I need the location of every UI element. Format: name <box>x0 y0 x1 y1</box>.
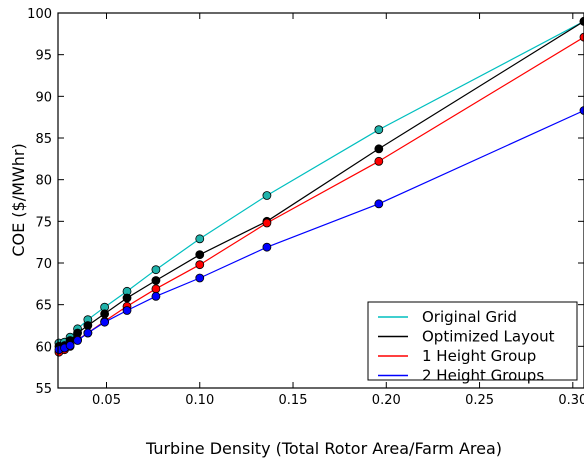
y-tick-label: 70 <box>35 257 52 272</box>
tick-labels: 55 60 65 70 75 80 85 90 95 100 0.05 0.10 0.15 0.20 0.2… <box>27 7 584 408</box>
data-point <box>374 199 384 209</box>
data-point <box>262 191 272 200</box>
x-tick-label: 0.25 <box>465 393 494 408</box>
data-point <box>262 242 272 252</box>
x-tick-label: 0.20 <box>372 393 401 408</box>
x-tick-label: 0.10 <box>185 393 214 408</box>
data-point <box>195 250 205 260</box>
y-tick-label: 90 <box>35 90 52 105</box>
y-axis-label: COE ($/MWhr) <box>9 143 28 256</box>
y-tick-label: 65 <box>35 299 52 314</box>
data-point <box>195 234 205 244</box>
y-tick-label: 80 <box>35 174 52 189</box>
series-layer <box>54 16 584 357</box>
y-tick-label: 55 <box>35 382 52 397</box>
data-point <box>151 284 161 294</box>
data-point <box>100 317 110 327</box>
data-point <box>83 328 93 338</box>
legend-box <box>367 301 578 381</box>
series-3 <box>54 106 584 355</box>
axis-ticks <box>58 12 584 389</box>
legend-entry: 2 Height Groups <box>422 367 544 385</box>
plot-frame <box>57 12 584 389</box>
data-point <box>579 16 584 26</box>
series-0 <box>54 16 584 348</box>
series-line <box>58 20 584 347</box>
data-point <box>579 32 584 42</box>
data-point <box>195 273 205 283</box>
x-axis-label: Turbine Density (Total Rotor Area/Farm A… <box>145 439 502 458</box>
data-point <box>73 336 82 345</box>
data-point <box>122 293 132 303</box>
data-point <box>83 321 93 330</box>
y-tick-label: 100 <box>27 7 52 22</box>
data-point <box>151 276 161 285</box>
legend-entry: Optimized Layout <box>422 328 555 346</box>
y-tick-label: 75 <box>35 215 52 230</box>
x-tick-label: 0.30 <box>558 393 584 408</box>
data-point <box>374 144 384 154</box>
data-point <box>65 341 75 350</box>
x-tick-label: 0.05 <box>92 393 121 408</box>
data-point <box>374 125 384 135</box>
data-point <box>579 106 584 115</box>
data-point <box>262 218 272 228</box>
x-tick-label: 0.15 <box>279 393 308 408</box>
data-point <box>195 260 205 270</box>
y-tick-label: 95 <box>35 49 52 64</box>
legend-entry: Original Grid <box>422 308 517 326</box>
data-point <box>151 291 161 301</box>
legend-entry: 1 Height Group <box>422 347 536 365</box>
series-1 <box>54 16 584 351</box>
data-point <box>100 309 110 319</box>
y-tick-label: 60 <box>35 340 52 355</box>
y-tick-label: 85 <box>35 132 52 147</box>
data-point <box>374 156 384 166</box>
data-point <box>151 265 161 275</box>
data-point <box>122 306 132 315</box>
